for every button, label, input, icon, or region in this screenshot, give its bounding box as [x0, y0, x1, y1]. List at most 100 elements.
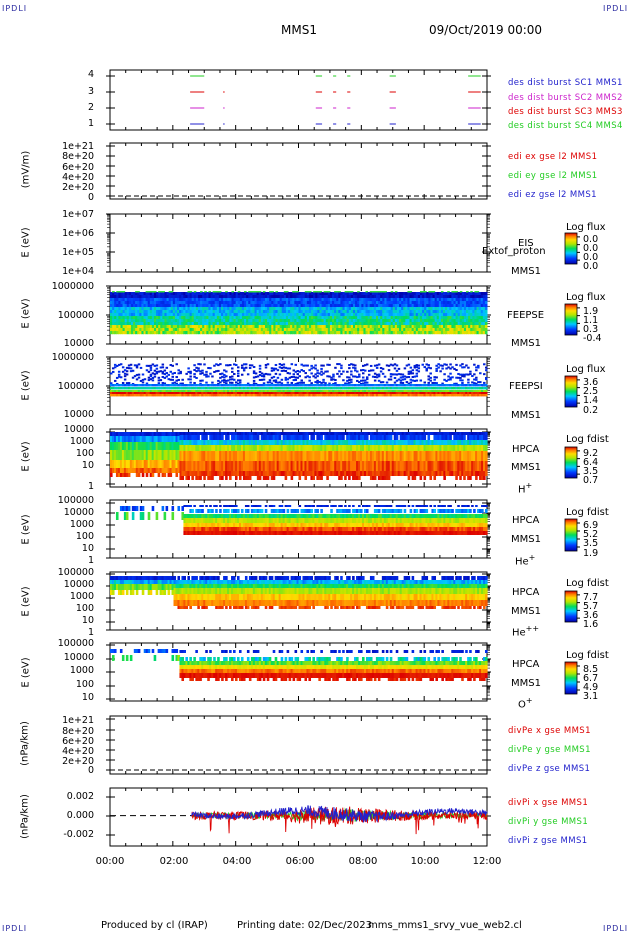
feepsi-cell [240, 373, 244, 376]
feepse-cell [438, 325, 442, 329]
feepse-cell [321, 292, 325, 296]
feepsi-cell [449, 394, 452, 397]
feepse-cell [424, 313, 427, 317]
feepse-cell [470, 301, 473, 305]
feepsi-cell [143, 378, 147, 381]
feepse-cell [183, 319, 186, 323]
feepsi-cell [322, 394, 325, 397]
feepse-cell [363, 316, 367, 320]
feepse-cell [348, 322, 352, 326]
feepsi-cell [437, 366, 440, 369]
feepsi-cell [423, 381, 426, 384]
feepse-cell [461, 292, 465, 296]
hpca-o-ytick: 10000 [63, 652, 94, 663]
feepse-cell [411, 331, 415, 335]
feepsi-cell [292, 392, 296, 395]
feepse-cell [432, 316, 436, 320]
feepse-cell [126, 304, 130, 308]
feepse-cell [120, 331, 124, 335]
feepse-cell [126, 322, 130, 326]
feepsi-cell [387, 369, 391, 372]
feepse-cell [269, 316, 272, 320]
feepsi-cell [282, 366, 286, 369]
feepse-cell [283, 307, 287, 311]
feepse-cell [181, 295, 184, 299]
feepsi-cell [397, 387, 401, 390]
feepsi-cell [377, 375, 381, 378]
feepse-cell [244, 316, 247, 320]
feepsi-cell [213, 394, 216, 397]
feepse-cell [210, 328, 214, 332]
feepse-cell [373, 298, 377, 302]
feepsi-cell [133, 384, 137, 387]
divpe-ytick: 2e+20 [62, 756, 94, 767]
feepse-cell [403, 331, 406, 335]
feepse-cell [334, 301, 337, 305]
feepsi-cell [248, 384, 252, 387]
feepsi-cell [399, 379, 403, 382]
feepse-cell [202, 331, 205, 335]
feepsi-cell [292, 394, 296, 397]
feepse-cell [260, 313, 264, 317]
feepsi-cell [260, 372, 264, 375]
feepse-cell [139, 307, 142, 311]
feepse-cell [290, 298, 293, 302]
feepse-cell [197, 313, 201, 317]
feepsi-cell [421, 363, 425, 366]
feepse-cell [273, 322, 276, 326]
feepse-cell [290, 292, 293, 296]
feepsi-cell [316, 394, 319, 397]
feepsi-cell [113, 379, 117, 382]
feepsi-cell [419, 394, 423, 397]
feepse-cell [428, 316, 431, 320]
feepse-cell [369, 295, 373, 299]
feepse-cell [114, 298, 117, 302]
feepse-cell [323, 331, 327, 335]
feepse-cell [478, 316, 482, 320]
feepsi-cell [447, 390, 450, 393]
feepsi-cell [169, 370, 173, 373]
feepsi-cell [276, 381, 280, 384]
feepsi-cell [437, 387, 440, 390]
feepse-cell [363, 307, 367, 311]
feepsi-cell [280, 364, 284, 367]
feepsi-cell [219, 387, 222, 390]
feepsi-cell [272, 387, 276, 390]
feepsi-cell [262, 394, 266, 397]
feepsi-cell [419, 392, 423, 395]
feepsi-cell [181, 387, 184, 390]
feepse-cell [256, 313, 260, 317]
feepse-cell [419, 322, 423, 326]
feepse-cell [218, 295, 222, 299]
feepse-cell [352, 304, 356, 308]
hpca-he-colorbar-value: 1.9 [583, 548, 599, 559]
feepse-cell [200, 310, 203, 314]
feepsi-cell [185, 390, 188, 393]
feepse-cell [409, 304, 413, 308]
feepse-cell [141, 325, 145, 329]
feepsi-cell [268, 387, 272, 390]
feepsi-cell [324, 392, 327, 395]
feepsi-cell [272, 384, 276, 387]
feepsi-cell [290, 392, 294, 395]
feepsi-cell [395, 364, 399, 367]
feepse-cell [375, 298, 379, 302]
feepsi-cell [385, 390, 389, 393]
feepse-cell [340, 307, 343, 311]
feepse-cell [164, 328, 168, 332]
feepsi-cell [286, 390, 290, 393]
feepse-cell [417, 313, 421, 317]
divpi-ytick: 0.000 [66, 810, 94, 821]
feepsi-cell [427, 364, 430, 367]
feepse-cell [133, 325, 136, 329]
feepsi-cell [449, 363, 452, 366]
feepse-cell [241, 304, 245, 308]
feepse-cell [200, 331, 203, 335]
feepse-cell [158, 325, 161, 329]
feepse-cell [110, 292, 113, 296]
feepse-cell [319, 316, 323, 320]
feepse-cell [298, 310, 302, 314]
feepse-cell [373, 331, 377, 335]
feepsi-cell [113, 363, 117, 366]
feepsi-cell [298, 390, 301, 393]
